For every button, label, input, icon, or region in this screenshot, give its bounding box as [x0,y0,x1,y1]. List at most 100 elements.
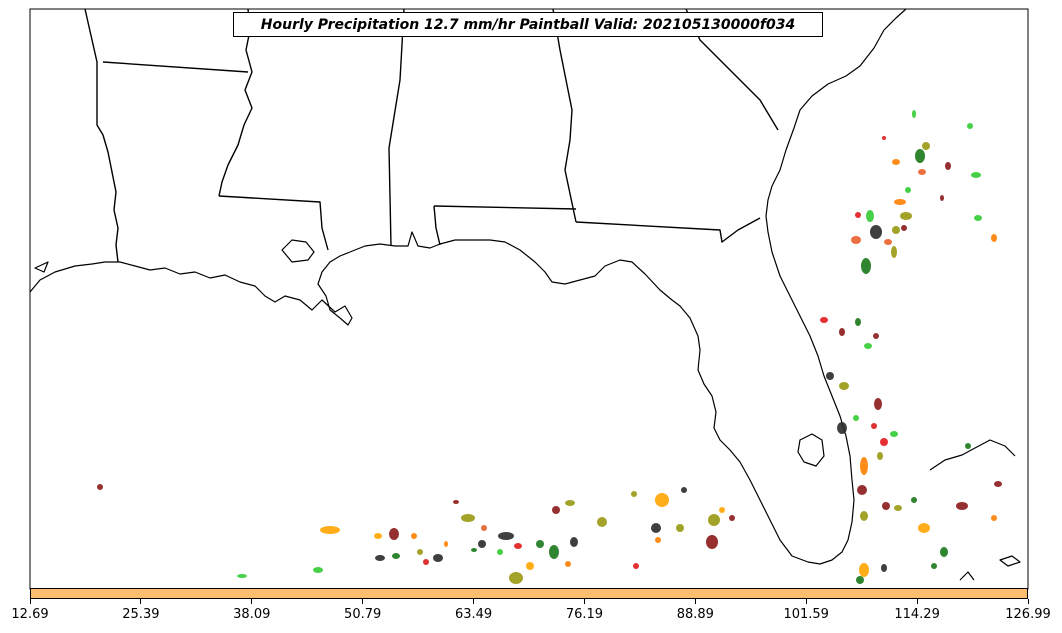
paintball [97,484,103,490]
paintball [411,533,417,539]
colorbar-tick-label: 126.99 [1005,607,1051,622]
paintball [884,239,892,245]
lake-pontchartrain [281,239,315,263]
paintball [870,225,882,239]
colorbar-tick-label: 114.29 [894,607,940,622]
paintball [552,506,560,514]
colorbar-tick-label: 50.79 [344,607,382,622]
colorbar-tick-mark [694,599,696,604]
paintball [423,559,429,565]
paintball [901,225,907,231]
florida-west-coast [551,259,821,565]
paintball [536,540,544,548]
precip-paintballs [97,110,1002,584]
paintball [514,543,522,549]
paintball [864,343,872,349]
paintball [719,507,725,513]
paintball [706,535,718,549]
colorbar-tick-mark [916,599,918,604]
map-border [29,8,1029,590]
paintball [237,574,247,578]
paintball [859,563,869,577]
paintball [478,540,486,548]
la-ms-south-border [218,195,329,251]
map-title: Hourly Precipitation 12.7 mm/hr Paintbal… [233,12,823,37]
paintball [905,187,911,193]
paintball [882,136,886,140]
coastline [29,8,1021,581]
paintball [837,422,847,434]
louisiana-coast [119,251,353,326]
paintball [911,497,917,503]
colorbar-tick-label: 63.49 [454,607,493,622]
southeast-atlantic-coast [771,8,907,187]
colorbar-ticks: 12.69 25.39 38.09 50.79 63.49 76.19 88.89 101.5… [0,599,1062,633]
ms-al-border [388,8,405,247]
paintball [857,485,867,495]
paintball [945,162,951,170]
colorbar-tick-label: 25.39 [122,607,160,622]
paintball [526,562,534,570]
paintball [839,328,845,336]
colorbar-tick-mark [583,599,585,604]
colorbar-tick-label: 101.59 [783,607,829,622]
paintball [676,524,684,532]
paintball [940,195,944,201]
paintball [453,500,459,504]
paintball [880,438,888,446]
paintball [389,528,399,540]
paintball [873,333,879,339]
tx-la-border [84,8,119,263]
paintball [860,511,868,521]
paintball [912,110,916,118]
paintball [891,246,897,258]
colorbar-tick-label: 38.09 [233,607,271,622]
paintball [861,258,871,274]
paintball [866,210,874,222]
colorbar-tick-mark [473,599,475,604]
paintball [471,548,477,552]
paintball [374,533,382,539]
paintball [631,491,637,497]
paintball [994,481,1002,487]
mississippi-river-border [218,8,253,197]
paintball [729,515,735,521]
bahamas-islands [929,439,1016,471]
paintball [820,317,828,323]
paintball [991,515,997,521]
paintball [392,553,400,559]
paintball [956,502,968,510]
paintball [915,149,925,163]
florida-south-tip [765,185,855,565]
bahamas-island-3 [959,571,975,581]
ms-al-coast [349,231,553,283]
colorbar-tick-mark [29,599,31,604]
bahamas-island-2 [999,555,1021,567]
paintball [971,172,981,178]
paintball [856,576,864,584]
paintball [874,398,882,410]
paintball [918,523,930,533]
paintball [894,199,906,205]
paintball [894,505,902,511]
ar-la-border [102,61,249,73]
colorbar-tick-mark [805,599,807,604]
paintball [655,537,661,543]
colorbar-tick-label: 76.19 [565,607,604,622]
paintball [967,123,973,129]
colorbar-tick-mark [1027,599,1029,604]
paintball [565,561,571,567]
paintball [877,452,883,460]
paintball [320,526,340,534]
paintball [651,523,661,533]
paintball [922,142,930,150]
paintball [991,234,997,242]
paintball [881,564,887,572]
al-ga-border [552,8,577,223]
colorbar-tick-mark [140,599,142,604]
state-boundaries [84,8,779,263]
paintball [892,226,900,234]
lake-okeechobee [797,433,825,467]
paintball [882,502,890,510]
